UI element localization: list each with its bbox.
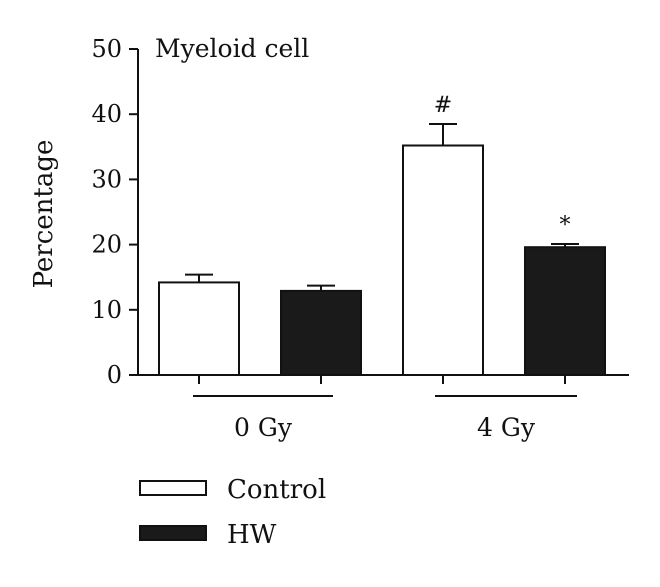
bar-control-0 — [158, 281, 240, 376]
axes: 0 10 20 30 40 50 0 Gy 4 Gy — [91, 35, 629, 442]
chart-title: Myeloid cell — [155, 34, 309, 63]
y-tick-label: 20 — [91, 231, 122, 259]
group-label: 4 Gy — [477, 413, 536, 442]
legend-label: Control — [227, 475, 326, 505]
bars: #* — [158, 93, 606, 376]
significance-marker: * — [560, 213, 571, 238]
legend-swatch-hw — [139, 525, 207, 541]
y-axis-label: Percentage — [29, 140, 59, 289]
bar-control-1 — [402, 144, 484, 376]
legend-swatch-control — [139, 480, 207, 496]
group-label: 0 Gy — [234, 413, 293, 442]
y-tick-label: 30 — [91, 165, 122, 193]
bar-hw-0 — [280, 289, 362, 376]
bar-hw-1 — [524, 246, 606, 376]
y-tick-label: 0 — [107, 361, 122, 389]
y-tick-label: 10 — [91, 296, 122, 324]
y-tick-label: 40 — [91, 100, 122, 128]
y-tick-label: 50 — [91, 35, 122, 63]
significance-marker: # — [434, 93, 452, 118]
legend: Control HW — [139, 475, 326, 550]
legend-label: HW — [227, 520, 277, 550]
